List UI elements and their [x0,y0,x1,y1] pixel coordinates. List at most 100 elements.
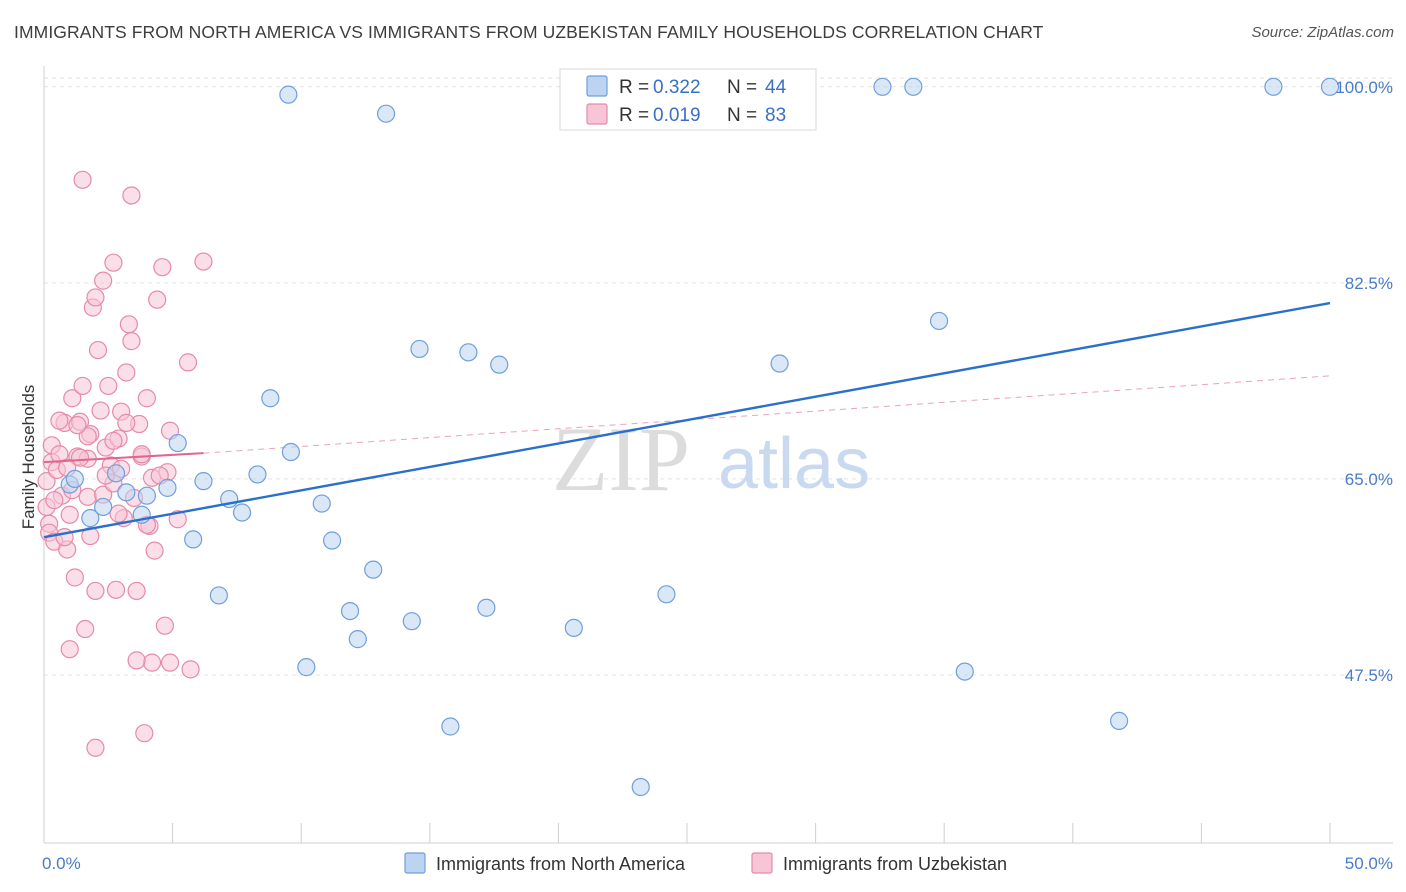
point-north-america [185,531,202,548]
legend-swatch-north-america [587,76,607,96]
point-north-america [365,561,382,578]
point-north-america [313,495,330,512]
point-uzbekistan [92,402,109,419]
point-uzbekistan [74,171,91,188]
point-uzbekistan [128,652,145,669]
legend-n-label-2: N = [727,105,757,126]
point-north-america [249,466,266,483]
point-north-america [66,470,83,487]
point-uzbekistan [123,333,140,350]
point-uzbekistan [110,505,127,522]
point-north-america [905,78,922,95]
point-north-america [403,613,420,630]
bottom-legend-swatch-north-america [405,853,425,873]
point-north-america [411,340,428,357]
legend-n-value-2: 83 [765,105,786,126]
point-north-america [298,659,315,676]
point-north-america [771,355,788,372]
point-north-america [195,473,212,490]
x-tick-label: 50.0% [1345,854,1393,873]
y-tick-label: 47.5% [1345,666,1393,685]
point-north-america [565,619,582,636]
point-north-america [280,86,297,103]
point-north-america [118,484,135,501]
point-north-america [159,479,176,496]
legend-r-value-2: 0.019 [653,105,701,126]
point-north-america [378,105,395,122]
point-north-america [460,344,477,361]
point-north-america [210,587,227,604]
legend-r-label-2: R = [619,105,649,126]
point-uzbekistan [87,289,104,306]
legend-n-label-1: N = [727,77,757,98]
bottom-legend-label-uzbekistan: Immigrants from Uzbekistan [783,854,1007,874]
point-uzbekistan [146,542,163,559]
series-legend: Immigrants from North America Immigrants… [405,853,1007,874]
point-uzbekistan [120,316,137,333]
bottom-legend-swatch-uzbekistan [752,853,772,873]
point-uzbekistan [154,259,171,276]
point-uzbekistan [87,582,104,599]
point-uzbekistan [105,432,122,449]
point-north-america [324,532,341,549]
point-uzbekistan [95,272,112,289]
point-uzbekistan [74,377,91,394]
point-uzbekistan [144,654,161,671]
point-uzbekistan [118,364,135,381]
point-uzbekistan [51,412,68,429]
point-north-america [282,444,299,461]
legend-r-label-1: R = [619,77,649,98]
point-uzbekistan [162,654,179,671]
point-uzbekistan [61,641,78,658]
point-uzbekistan [77,621,94,638]
point-north-america [1111,712,1128,729]
point-uzbekistan [61,506,78,523]
grid-lines [44,78,1393,675]
point-north-america [658,586,675,603]
point-uzbekistan [79,488,96,505]
point-north-america [632,778,649,795]
point-north-america [874,78,891,95]
legend-n-value-1: 44 [765,77,787,98]
point-uzbekistan [133,446,150,463]
point-north-america [169,435,186,452]
y-tick-label: 82.5% [1345,274,1393,293]
point-uzbekistan [180,354,197,371]
point-uzbekistan [66,569,83,586]
correlation-legend: R = 0.322 N = 44 R = 0.019 N = 83 [560,69,816,130]
point-north-america [1265,78,1282,95]
point-uzbekistan [182,661,199,678]
point-uzbekistan [90,342,107,359]
legend-swatch-uzbekistan [587,104,607,124]
point-uzbekistan [69,417,86,434]
watermark-atlas-text: atlas [718,424,870,504]
point-uzbekistan [123,187,140,204]
point-uzbekistan [46,492,63,509]
point-north-america [931,312,948,329]
point-uzbekistan [195,253,212,270]
point-north-america [138,487,155,504]
point-north-america [95,498,112,515]
y-tick-label: 100.0% [1335,78,1393,97]
point-uzbekistan [87,739,104,756]
point-uzbekistan [138,390,155,407]
point-north-america [491,356,508,373]
point-north-america [108,465,125,482]
point-north-america [262,390,279,407]
point-uzbekistan [108,581,125,598]
y-tick-label: 65.0% [1345,470,1393,489]
point-north-america [349,631,366,648]
watermark: ZIP atlas [552,408,870,510]
legend-r-value-1: 0.322 [653,77,701,98]
x-tick-label: 0.0% [42,854,81,873]
point-uzbekistan [149,291,166,308]
point-uzbekistan [156,617,173,634]
point-north-america [956,663,973,680]
y-axis-label: Family Households [19,385,38,530]
point-north-america [342,603,359,620]
bottom-legend-label-north-america: Immigrants from North America [436,854,686,874]
point-uzbekistan [105,254,122,271]
point-uzbekistan [128,582,145,599]
point-north-america [478,599,495,616]
point-north-america [234,504,251,521]
